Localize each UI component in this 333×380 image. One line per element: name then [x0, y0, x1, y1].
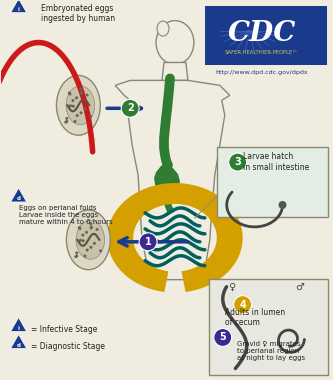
Circle shape [234, 296, 252, 313]
Circle shape [80, 92, 83, 95]
Ellipse shape [57, 75, 100, 135]
Text: ♂: ♂ [295, 282, 304, 291]
FancyBboxPatch shape [205, 6, 327, 65]
Circle shape [278, 201, 286, 209]
Circle shape [69, 92, 72, 95]
Polygon shape [11, 188, 27, 202]
Circle shape [82, 239, 85, 242]
Text: d: d [17, 196, 21, 201]
Text: Adults in lumen
of cecum: Adults in lumen of cecum [225, 307, 285, 327]
Circle shape [89, 222, 92, 225]
Text: 3: 3 [234, 157, 241, 167]
Circle shape [78, 226, 81, 229]
Circle shape [75, 96, 78, 99]
FancyBboxPatch shape [217, 147, 328, 217]
Circle shape [86, 249, 89, 252]
Circle shape [74, 255, 77, 258]
Circle shape [90, 225, 93, 228]
Polygon shape [11, 318, 27, 331]
Text: Gravid ♀ migrates
to perianal region
at night to lay eggs: Gravid ♀ migrates to perianal region at … [237, 342, 305, 361]
Circle shape [66, 120, 68, 123]
Circle shape [69, 105, 72, 107]
Text: d: d [17, 343, 21, 348]
Circle shape [90, 226, 93, 230]
Text: 1: 1 [145, 237, 152, 247]
Circle shape [83, 108, 86, 110]
Ellipse shape [157, 21, 169, 36]
Circle shape [214, 328, 232, 347]
Circle shape [76, 114, 79, 117]
FancyBboxPatch shape [209, 279, 328, 375]
Circle shape [79, 227, 82, 230]
Ellipse shape [66, 86, 95, 125]
Text: SAFER·HEALTHIER·PEOPLE™: SAFER·HEALTHIER·PEOPLE™ [225, 50, 298, 55]
Text: 4: 4 [239, 299, 246, 310]
Circle shape [79, 239, 82, 242]
Circle shape [75, 255, 78, 257]
Text: ♀: ♀ [228, 282, 235, 291]
Text: 2: 2 [127, 103, 134, 113]
Text: CDC: CDC [227, 20, 296, 47]
Polygon shape [11, 334, 27, 348]
Circle shape [81, 234, 84, 236]
Circle shape [80, 111, 83, 114]
Text: i: i [18, 7, 20, 12]
Ellipse shape [156, 21, 194, 65]
Text: http://www.dpd.cdc.gov/dpdx: http://www.dpd.cdc.gov/dpdx [215, 70, 308, 75]
Circle shape [99, 249, 102, 252]
Circle shape [89, 115, 92, 118]
Circle shape [75, 252, 78, 255]
Polygon shape [115, 81, 230, 280]
Circle shape [71, 99, 74, 102]
Text: = Infective Stage: = Infective Stage [31, 325, 97, 334]
Circle shape [74, 120, 77, 123]
Circle shape [68, 92, 71, 95]
Ellipse shape [66, 210, 110, 270]
Circle shape [93, 242, 96, 245]
Circle shape [139, 233, 157, 251]
Polygon shape [107, 183, 243, 292]
Circle shape [64, 121, 67, 124]
Circle shape [79, 87, 82, 90]
Text: i: i [18, 326, 20, 331]
Text: Embryonated eggs
ingested by human: Embryonated eggs ingested by human [41, 4, 115, 23]
Circle shape [86, 93, 89, 97]
Circle shape [80, 91, 83, 94]
Circle shape [229, 153, 247, 171]
Text: 5: 5 [219, 332, 226, 342]
Circle shape [96, 228, 99, 231]
Ellipse shape [76, 220, 105, 259]
Text: = Diagnostic Stage: = Diagnostic Stage [31, 342, 105, 351]
Circle shape [84, 255, 87, 258]
Circle shape [85, 231, 88, 234]
Circle shape [90, 246, 93, 249]
Circle shape [121, 99, 139, 117]
Text: Eggs on perianal folds
Larvae inside the eggs
mature within 4 to 6 hours: Eggs on perianal folds Larvae inside the… [19, 205, 112, 225]
Text: Larvae hatch
in small intestine: Larvae hatch in small intestine [243, 152, 309, 171]
Polygon shape [154, 163, 180, 195]
Circle shape [65, 117, 68, 120]
Circle shape [72, 105, 75, 108]
Polygon shape [11, 0, 27, 13]
Polygon shape [162, 62, 188, 81]
